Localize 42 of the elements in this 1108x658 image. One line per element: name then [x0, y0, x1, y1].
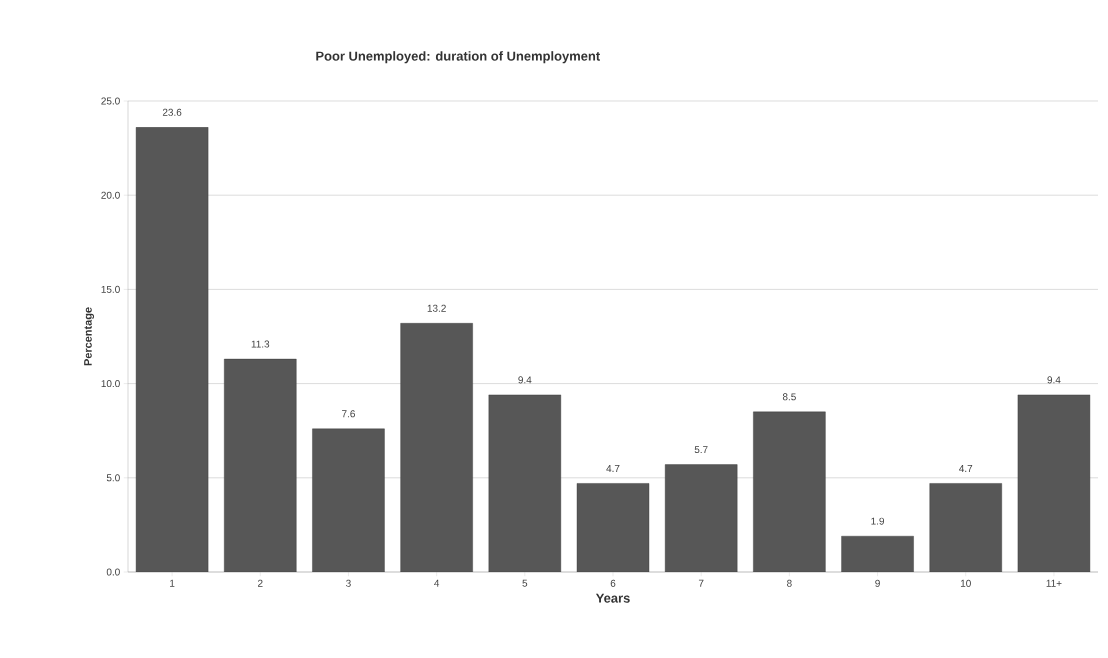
data-label: 9.4 [1047, 376, 1061, 384]
y-tick-label: 20.0 [101, 191, 120, 199]
data-label: 5.7 [694, 446, 708, 454]
chart-title: Poor Unemployed: duration of Unemployment [316, 51, 600, 64]
x-tick-label: 5 [522, 579, 528, 587]
y-tick-label: 25.0 [101, 97, 120, 105]
y-tick-label: 0.0 [106, 568, 120, 576]
data-label: 4.7 [959, 465, 973, 472]
x-tick-label: 11+ [1046, 579, 1062, 587]
x-tick-label: 1 [170, 579, 175, 587]
bar [753, 411, 826, 572]
x-tick-label: 9 [875, 579, 880, 587]
data-label: 13.2 [427, 304, 446, 312]
data-label: 4.7 [606, 465, 620, 472]
data-label: 7.6 [342, 410, 355, 418]
bar [576, 483, 650, 572]
bar [312, 428, 385, 572]
x-tick-label: 8 [787, 579, 792, 587]
data-label: 9.4 [518, 376, 532, 384]
bar [841, 536, 914, 572]
data-label: 11.3 [251, 340, 270, 348]
data-label: 23.6 [162, 108, 182, 116]
y-axis-title: Percentage [84, 307, 95, 366]
y-tick-label: 15.0 [101, 285, 120, 293]
bar [400, 323, 473, 572]
data-label: 1.9 [871, 517, 885, 525]
bar [135, 127, 209, 572]
y-tick-label: 10.0 [101, 380, 120, 388]
bar [1017, 394, 1091, 572]
bar [664, 464, 738, 572]
x-tick-label: 2 [258, 579, 263, 587]
x-axis-title: Years [595, 593, 630, 603]
data-label: 8.5 [782, 393, 796, 401]
x-tick-label: 7 [698, 579, 704, 587]
bar [929, 483, 1002, 572]
x-tick-label: 4 [434, 579, 440, 587]
x-tick-label: 10 [960, 579, 971, 587]
y-tick-label: 5.0 [106, 474, 120, 482]
bar [224, 358, 297, 572]
bar [488, 394, 562, 572]
x-tick-label: 6 [610, 579, 616, 587]
x-tick-label: 3 [346, 579, 351, 587]
